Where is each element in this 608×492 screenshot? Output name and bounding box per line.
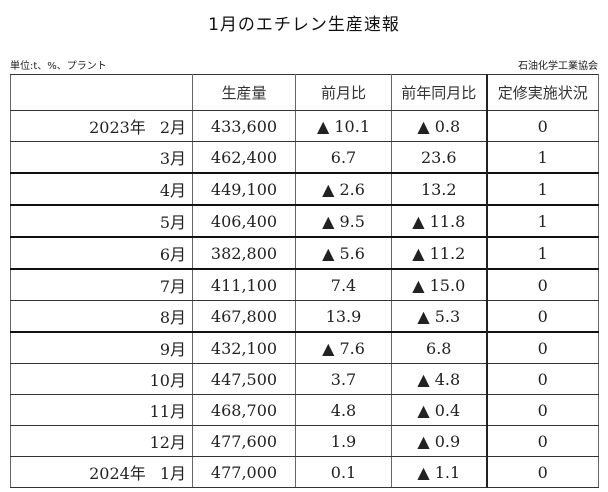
page-title: 1月のエチレン生産速報 [208, 15, 400, 35]
month-label: 7月 [159, 277, 186, 296]
table-row: 6月 382,800 ▲ 5.6 ▲ 11.2 1 [10, 236, 599, 270]
production-cell: 406,400 [192, 204, 296, 238]
production-cell: 477,000 [192, 456, 296, 488]
mom-cell: 4.8 [295, 394, 392, 426]
production-cell: 433,600 [192, 110, 296, 142]
period-cell: 9月 [10, 331, 193, 364]
mom-cell: 0.1 [295, 456, 392, 488]
table-row: 8月 467,800 13.9 ▲ 5.3 0 [10, 300, 599, 333]
table-row: 10月 447,500 3.7 ▲ 4.8 0 [10, 363, 599, 395]
mom-cell: 1.9 [295, 425, 392, 457]
production-cell: 462,400 [192, 141, 296, 174]
table-row: 7月 411,100 7.4 ▲ 15.0 0 [10, 268, 599, 301]
table-row: 2024年 1月 477,000 0.1 ▲ 1.1 0 [10, 456, 599, 488]
period-cell: 8月 [10, 300, 193, 333]
table-row: 12月 477,600 1.9 ▲ 0.9 0 [10, 425, 599, 457]
yoy-cell: 6.8 [391, 331, 487, 364]
production-cell: 447,500 [192, 363, 296, 395]
production-cell: 468,700 [192, 394, 296, 426]
month-label: 12月 [149, 433, 186, 452]
period-cell: 4月 [10, 172, 193, 206]
yoy-cell: ▲ 0.8 [391, 110, 487, 142]
production-cell: 382,800 [192, 236, 296, 270]
table-row: 5月 406,400 ▲ 9.5 ▲ 11.8 1 [10, 204, 599, 238]
production-cell: 467,800 [192, 300, 296, 333]
table-row: 3月 462,400 6.7 23.6 1 [10, 141, 599, 174]
maintenance-cell: 0 [485, 300, 599, 333]
mom-cell: ▲ 9.5 [295, 204, 392, 238]
header-period [10, 74, 193, 111]
yoy-cell: ▲ 0.4 [391, 394, 487, 426]
table-row: 2023年 2月 433,600 ▲ 10.1 ▲ 0.8 0 [10, 110, 599, 142]
maintenance-cell: 0 [485, 394, 599, 426]
table-row: 9月 432,100 ▲ 7.6 6.8 0 [10, 331, 599, 364]
mom-cell: ▲ 5.6 [295, 236, 392, 270]
period-cell: 3月 [10, 141, 193, 174]
production-cell: 432,100 [192, 331, 296, 364]
table-row: 4月 449,100 ▲ 2.6 13.2 1 [10, 172, 599, 206]
month-label: 11月 [149, 402, 186, 421]
maintenance-cell: 1 [485, 141, 599, 174]
month-label: 10月 [149, 371, 186, 390]
header-mom: 前月比 [295, 74, 392, 111]
mom-cell: ▲ 2.6 [295, 172, 392, 206]
production-cell: 477,600 [192, 425, 296, 457]
month-label: 1月 [159, 464, 186, 483]
period-cell: 6月 [10, 236, 193, 270]
mom-cell: 6.7 [295, 141, 392, 174]
mom-cell: ▲ 10.1 [295, 110, 392, 142]
maintenance-cell: 1 [485, 172, 599, 206]
period-cell: 12月 [10, 425, 193, 457]
year-label: 2023年 [89, 118, 146, 137]
header-yoy: 前年同月比 [391, 74, 487, 111]
yoy-cell: ▲ 0.9 [391, 425, 487, 457]
period-cell: 2023年 2月 [10, 110, 193, 142]
period-cell: 11月 [10, 394, 193, 426]
mom-cell: ▲ 7.6 [295, 331, 392, 364]
maintenance-cell: 0 [485, 363, 599, 395]
period-cell: 2024年 1月 [10, 456, 193, 488]
month-label: 8月 [159, 308, 186, 327]
period-cell: 5月 [10, 204, 193, 238]
header-production: 生産量 [192, 74, 296, 111]
month-label: 9月 [159, 340, 186, 359]
maintenance-cell: 1 [485, 236, 599, 270]
month-label: 5月 [159, 213, 186, 232]
table-row: 11月 468,700 4.8 ▲ 0.4 0 [10, 394, 599, 426]
yoy-cell: ▲ 4.8 [391, 363, 487, 395]
mom-cell: 3.7 [295, 363, 392, 395]
production-cell: 411,100 [192, 268, 296, 301]
maintenance-cell: 0 [485, 110, 599, 142]
period-cell: 7月 [10, 268, 193, 301]
mom-cell: 7.4 [295, 268, 392, 301]
yoy-cell: ▲ 1.1 [391, 456, 487, 488]
source-label: 石油化学工業協会 [518, 61, 598, 72]
ethylene-production-table: 生産量 前月比 前年同月比 定修実施状況 2023年 2月 433,600 ▲ 1… [10, 74, 599, 488]
yoy-cell: ▲ 11.2 [391, 236, 487, 270]
yoy-cell: 23.6 [391, 141, 487, 174]
month-label: 3月 [159, 149, 186, 168]
year-label: 2024年 [89, 464, 146, 483]
yoy-cell: ▲ 15.0 [391, 268, 487, 301]
yoy-cell: ▲ 5.3 [391, 300, 487, 333]
month-label: 2月 [159, 118, 186, 137]
mom-cell: 13.9 [295, 300, 392, 333]
header-maintenance: 定修実施状況 [485, 74, 599, 111]
maintenance-cell: 0 [485, 331, 599, 364]
maintenance-cell: 0 [485, 425, 599, 457]
header-row: 生産量 前月比 前年同月比 定修実施状況 [10, 74, 599, 111]
month-label: 4月 [159, 181, 186, 200]
maintenance-cell: 0 [485, 456, 599, 488]
yoy-cell: 13.2 [391, 172, 487, 206]
unit-label: 単位:t、%、プラント [10, 61, 107, 72]
maintenance-cell: 0 [485, 268, 599, 301]
yoy-cell: ▲ 11.8 [391, 204, 487, 238]
month-label: 6月 [159, 245, 186, 264]
period-cell: 10月 [10, 363, 193, 395]
production-cell: 449,100 [192, 172, 296, 206]
maintenance-cell: 1 [485, 204, 599, 238]
